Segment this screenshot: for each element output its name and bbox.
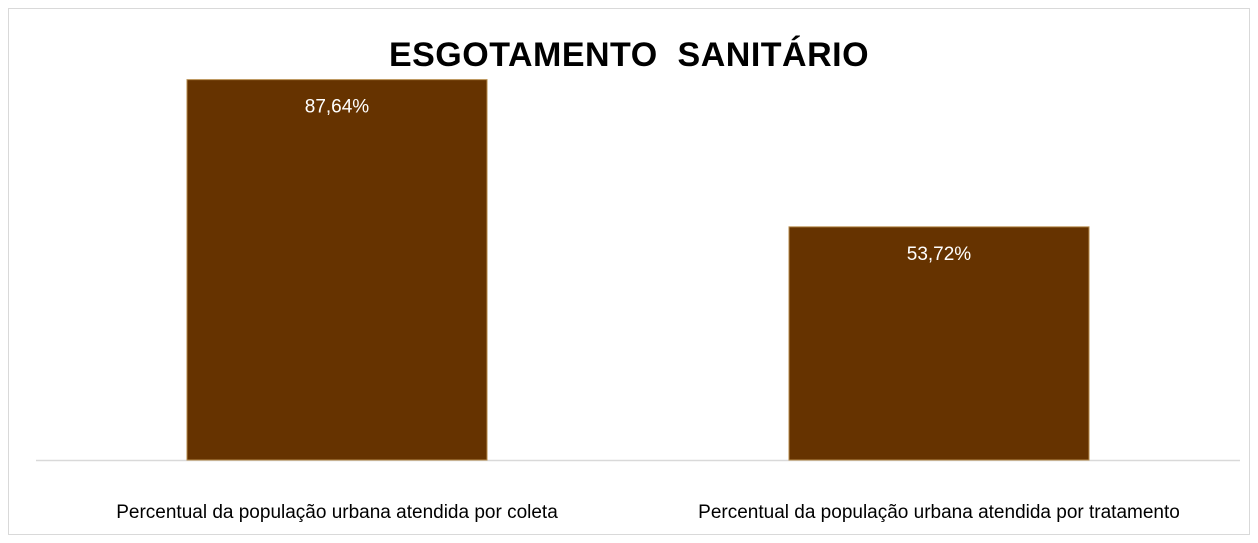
bar-2: [788, 226, 1090, 461]
category-label-1: Percentual da população urbana atendida …: [116, 502, 558, 523]
category-label-2: Percentual da população urbana atendida …: [698, 502, 1180, 523]
bar-1: [186, 79, 488, 461]
data-label-1: 87,64%: [305, 97, 370, 118]
chart-title: ESGOTAMENTO SANITÁRIO: [388, 36, 870, 74]
data-label-2: 53,72%: [907, 244, 972, 265]
